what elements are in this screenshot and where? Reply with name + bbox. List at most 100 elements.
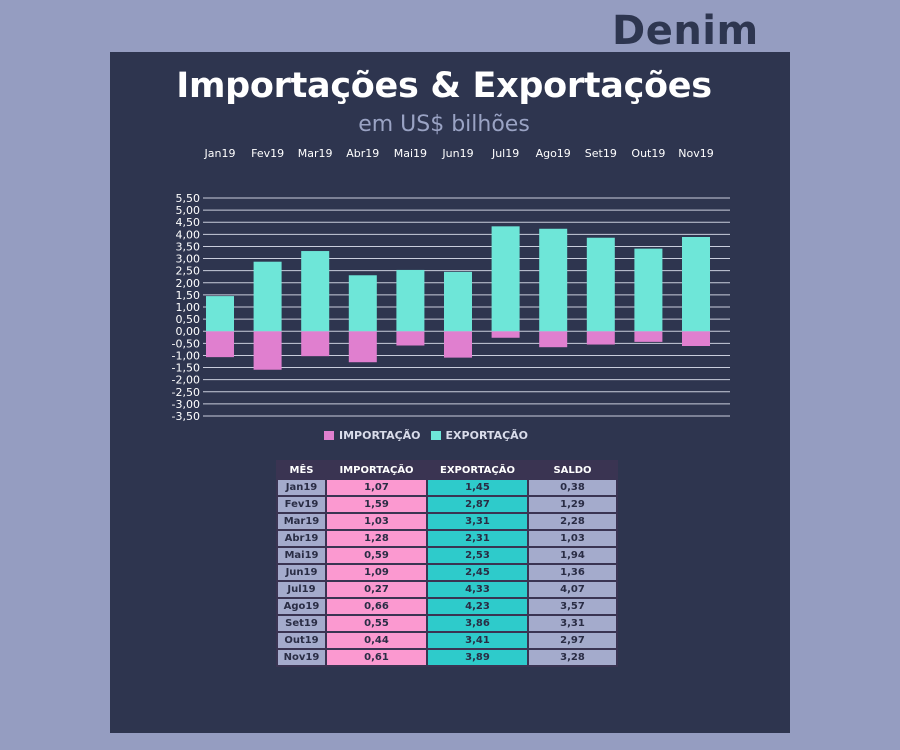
- month-label: Jun19: [442, 147, 474, 160]
- month-label: Mai19: [393, 147, 428, 160]
- y-tick-label: 5,00: [176, 204, 201, 217]
- y-tick-label: 0,50: [176, 313, 201, 326]
- y-tick-label: 2,50: [176, 265, 201, 278]
- cell-saldo: 2,97: [529, 633, 616, 648]
- y-tick-label: 5,50: [176, 192, 201, 205]
- month-label: Nov19: [678, 147, 714, 160]
- cell-mes: Jun19: [278, 565, 325, 580]
- legend-swatch-importacao: [324, 431, 334, 440]
- cell-importacao: 1,59: [327, 497, 426, 512]
- exportacao-bar: [682, 236, 710, 332]
- cell-mes: Nov19: [278, 650, 325, 665]
- cell-exportacao: 3,31: [428, 514, 527, 529]
- legend-label-importacao: IMPORTAÇÃO: [339, 429, 421, 442]
- exportacao-bar: [206, 296, 234, 332]
- cell-exportacao: 2,45: [428, 565, 527, 580]
- chart-legend: IMPORTAÇÃO EXPORTAÇÃO: [324, 429, 528, 442]
- y-tick-label: -3,50: [172, 410, 200, 423]
- cell-importacao: 0,59: [327, 548, 426, 563]
- legend-label-exportacao: EXPORTAÇÃO: [445, 429, 529, 442]
- chart-subtitle: em US$ bilhões: [358, 112, 530, 137]
- cell-saldo: 4,07: [529, 582, 616, 597]
- y-tick-label: -1,50: [172, 362, 200, 375]
- legend-swatch-exportacao: [430, 431, 441, 440]
- cell-importacao: 0,44: [327, 633, 426, 648]
- data-table: MÊS IMPORTAÇÃO EXPORTAÇÃO SALDO Jan19 1,0…: [276, 460, 618, 667]
- y-tick-label: -0,50: [172, 337, 200, 350]
- cell-importacao: 1,09: [327, 565, 426, 580]
- legend-item-importacao: IMPORTAÇÃO: [324, 429, 421, 442]
- table-row: Jan19 1,07 1,45 0,38: [278, 480, 616, 495]
- header-mes: MÊS: [278, 462, 325, 478]
- cell-exportacao: 4,23: [428, 599, 527, 614]
- cell-saldo: 3,57: [529, 599, 616, 614]
- cell-exportacao: 2,87: [428, 497, 527, 512]
- importacao-bar: [444, 331, 472, 358]
- month-label: Jul19: [491, 147, 520, 160]
- header-exportacao: EXPORTAÇÃO: [428, 462, 527, 478]
- importacao-bar: [253, 331, 282, 370]
- cell-importacao: 0,66: [327, 599, 426, 614]
- cell-importacao: 0,27: [327, 582, 426, 597]
- month-label: Ago19: [535, 147, 571, 160]
- month-label: Jan19: [204, 147, 236, 160]
- table-row: Jul19 0,27 4,33 4,07: [278, 582, 616, 597]
- importacao-bar: [634, 331, 663, 342]
- exportacao-bar: [396, 269, 425, 332]
- cell-saldo: 1,03: [529, 531, 616, 546]
- table-row: Mar19 1,03 3,31 2,28: [278, 514, 616, 529]
- y-tick-label: 0,00: [176, 325, 201, 338]
- cell-saldo: 1,94: [529, 548, 616, 563]
- table-row: Out19 0,44 3,41 2,97: [278, 633, 616, 648]
- chart-panel: Importações & Exportações em US$ bilhões…: [110, 52, 790, 733]
- cell-exportacao: 1,45: [428, 480, 527, 495]
- y-tick-label: 4,00: [176, 228, 201, 241]
- month-label: Mar19: [297, 147, 333, 160]
- table-row: Jun19 1,09 2,45 1,36: [278, 565, 616, 580]
- importacao-bar: [539, 331, 568, 348]
- cell-mes: Mai19: [278, 548, 325, 563]
- table-row: Nov19 0,61 3,89 3,28: [278, 650, 616, 665]
- exportacao-bar: [491, 226, 520, 332]
- cell-exportacao: 2,31: [428, 531, 527, 546]
- exportacao-bar: [539, 228, 568, 332]
- cell-exportacao: 3,86: [428, 616, 527, 631]
- table-row: Ago19 0,66 4,23 3,57: [278, 599, 616, 614]
- header-importacao: IMPORTAÇÃO: [327, 462, 426, 478]
- y-tick-label: 1,50: [176, 289, 201, 302]
- cell-saldo: 1,29: [529, 497, 616, 512]
- cell-saldo: 1,36: [529, 565, 616, 580]
- exportacao-bar: [301, 251, 330, 332]
- month-label: Fev19: [251, 147, 285, 160]
- cell-mes: Mar19: [278, 514, 325, 529]
- month-label: Abr19: [346, 147, 380, 160]
- importacao-bar: [682, 331, 710, 346]
- cell-exportacao: 3,89: [428, 650, 527, 665]
- importacao-bar: [491, 331, 520, 338]
- importacao-bar: [396, 331, 425, 346]
- y-tick-label: 2,00: [176, 277, 201, 290]
- table-body: Jan19 1,07 1,45 0,38 Fev19 1,59 2,87 1,29 Mar19 1…: [278, 480, 616, 665]
- y-tick-label: 1,00: [176, 301, 201, 314]
- cell-mes: Jan19: [278, 480, 325, 495]
- y-tick-label: -2,50: [172, 386, 200, 399]
- exportacao-bar: [444, 271, 472, 332]
- exportacao-bar: [253, 261, 282, 332]
- importacao-bar: [301, 331, 330, 357]
- cell-saldo: 3,28: [529, 650, 616, 665]
- cell-importacao: 1,03: [327, 514, 426, 529]
- y-tick-label: -1,00: [172, 349, 200, 362]
- cell-saldo: 2,28: [529, 514, 616, 529]
- cell-mes: Set19: [278, 616, 325, 631]
- cell-mes: Abr19: [278, 531, 325, 546]
- month-label: Set19: [584, 147, 617, 160]
- table-row: Abr19 1,28 2,31 1,03: [278, 531, 616, 546]
- bar-chart: 5,505,004,504,003,503,002,502,001,501,00…: [172, 192, 730, 423]
- y-tick-label: 3,00: [176, 253, 201, 266]
- cell-exportacao: 2,53: [428, 548, 527, 563]
- cell-mes: Fev19: [278, 497, 325, 512]
- exportacao-bar: [634, 248, 663, 332]
- brand-logo: Denim: [612, 8, 759, 54]
- exportacao-bar: [586, 237, 615, 332]
- cell-exportacao: 4,33: [428, 582, 527, 597]
